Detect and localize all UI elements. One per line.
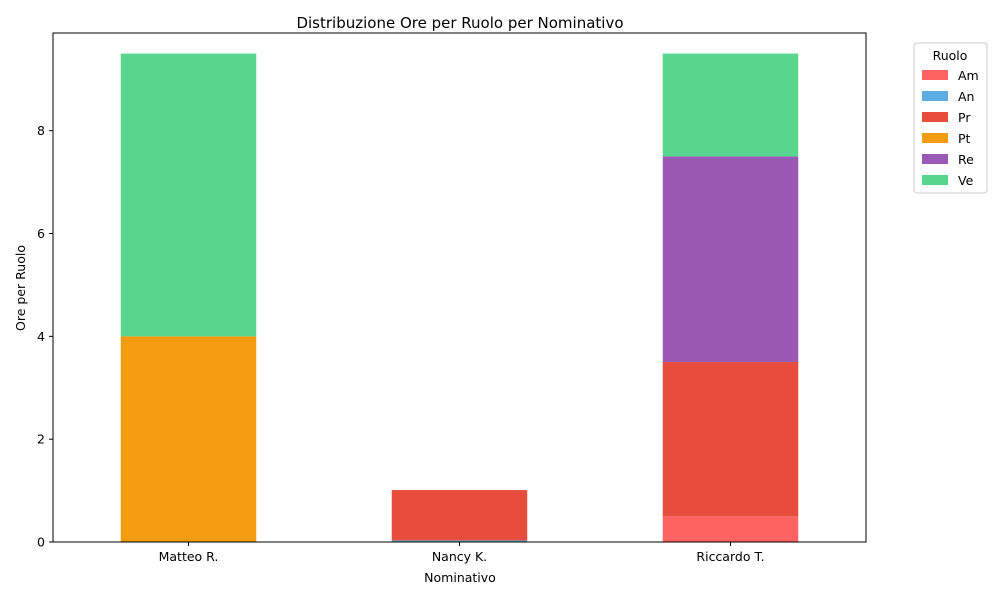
bar-nancy-k-an bbox=[391, 540, 528, 542]
x-axis-label: Nominativo bbox=[424, 570, 496, 585]
x-tick-label: Matteo R. bbox=[159, 549, 219, 564]
y-tick-label: 2 bbox=[37, 432, 45, 447]
bar-riccardo-t-ve bbox=[662, 53, 799, 157]
y-tick-label: 4 bbox=[37, 329, 45, 344]
chart-title: Distribuzione Ore per Ruolo per Nominati… bbox=[296, 14, 623, 32]
legend-swatch-pr bbox=[922, 112, 948, 122]
legend-label-ve: Ve bbox=[958, 173, 974, 188]
legend-swatch-an bbox=[922, 91, 948, 101]
y-tick-label: 6 bbox=[37, 226, 45, 241]
legend-swatch-re bbox=[922, 154, 948, 164]
bar-matteo-r-pt bbox=[120, 336, 257, 542]
legend-label-am: Am bbox=[958, 68, 979, 83]
legend-label-pt: Pt bbox=[958, 131, 971, 146]
legend-label-re: Re bbox=[958, 152, 974, 167]
legend-title: Ruolo bbox=[933, 48, 968, 63]
bar-nancy-k-pr bbox=[391, 490, 528, 541]
legend-items: Am An Pr Pt Re Ve bbox=[922, 68, 979, 188]
legend-label-pr: Pr bbox=[958, 110, 971, 125]
legend-swatch-ve bbox=[922, 175, 948, 185]
y-axis-ticks: 0 2 4 6 8 bbox=[37, 123, 53, 550]
bar-riccardo-t-re bbox=[662, 156, 799, 363]
legend-swatch-pt bbox=[922, 133, 948, 143]
y-tick-label: 8 bbox=[37, 123, 45, 138]
bar-riccardo-t-pr bbox=[662, 362, 799, 517]
legend-label-an: An bbox=[958, 89, 974, 104]
bars-group bbox=[120, 53, 799, 542]
x-tick-label: Riccardo T. bbox=[696, 549, 764, 564]
bar-riccardo-t-am bbox=[662, 516, 799, 542]
legend-swatch-am bbox=[922, 70, 948, 80]
y-tick-label: 0 bbox=[37, 535, 45, 550]
bar-matteo-r-ve bbox=[120, 53, 257, 337]
y-axis-label: Ore per Ruolo bbox=[13, 245, 28, 331]
legend: Ruolo Am An Pr Pt Re Ve bbox=[913, 42, 988, 194]
x-tick-label: Nancy K. bbox=[432, 549, 487, 564]
x-axis-ticks: Matteo R. Nancy K. Riccardo T. bbox=[159, 542, 765, 564]
